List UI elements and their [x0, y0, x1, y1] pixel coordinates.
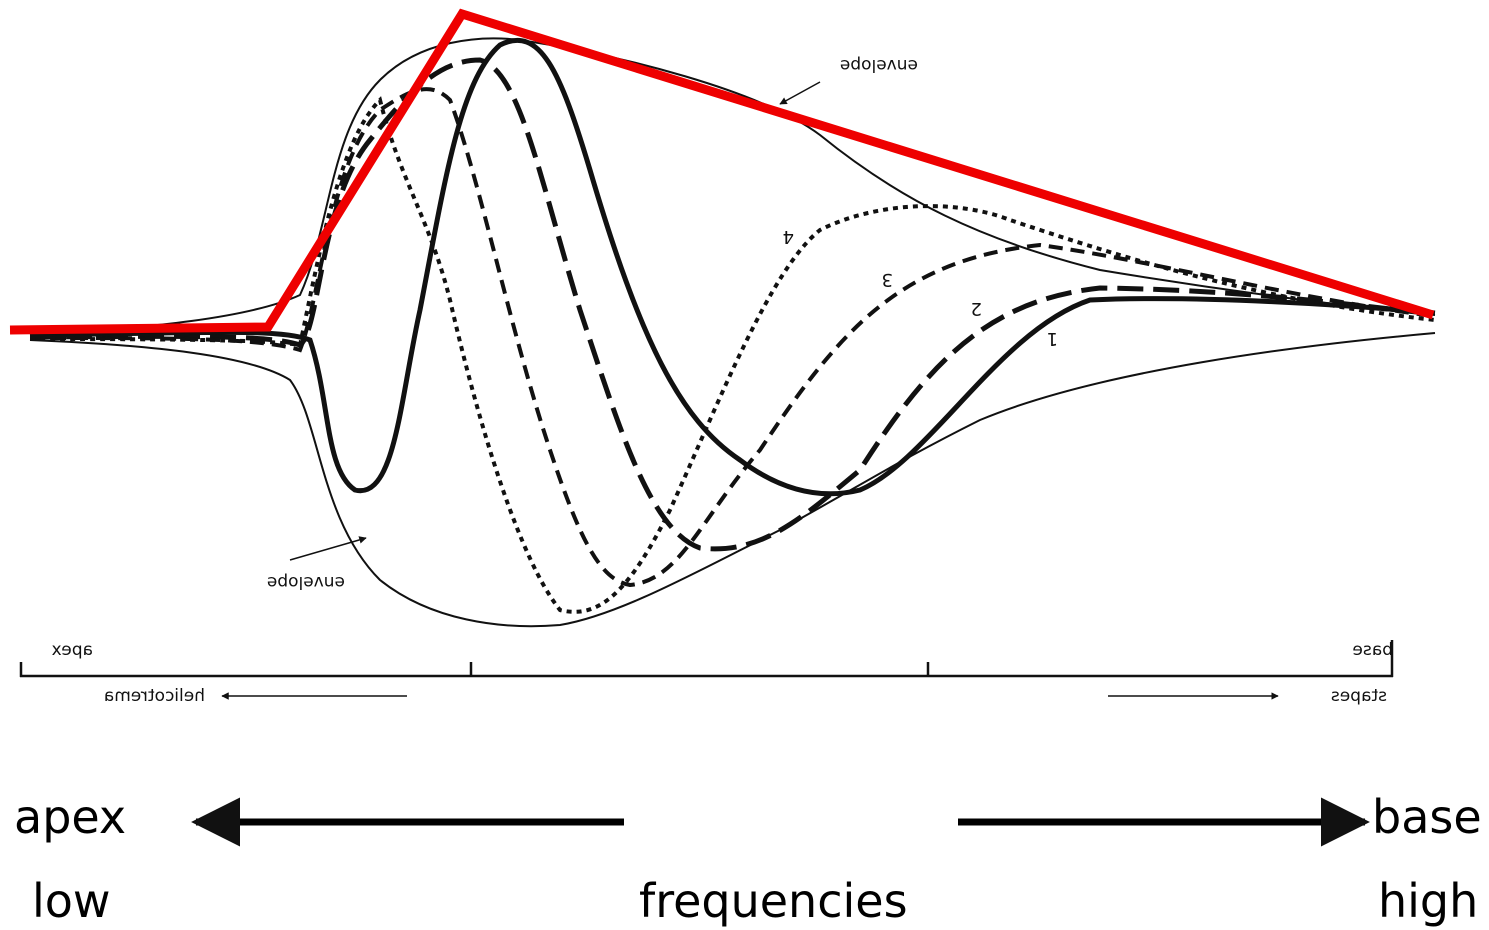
apex-label: apex — [14, 790, 126, 844]
base-small-label: base — [1352, 640, 1393, 660]
envelope-bottom-pointer — [289, 536, 367, 561]
wave-3-number: 3 — [882, 269, 893, 290]
frequencies-label: frequencies — [639, 874, 908, 928]
red-envelope-overlay — [9, 8, 1435, 335]
wave-4-number: 4 — [783, 226, 794, 247]
wave-3 — [29, 87, 1436, 588]
high-label: high — [1378, 874, 1478, 928]
upper-envelope — [29, 37, 1436, 336]
low-label: low — [32, 874, 111, 928]
wave-4 — [29, 96, 1436, 614]
wave-1 — [29, 37, 1436, 497]
position-scale — [19, 640, 1394, 678]
stapes-label: stapes — [1331, 686, 1387, 706]
wave-2 — [29, 57, 1436, 552]
helicotrema-label: helicotrema — [104, 686, 205, 706]
lower-envelope — [29, 332, 1436, 628]
envelope-bottom-label: envelope — [267, 572, 345, 592]
wave-2-number: 2 — [971, 298, 982, 319]
envelope-top-pointer — [779, 81, 821, 105]
envelope-top-label: envelope — [840, 55, 918, 75]
base-label: base — [1372, 790, 1482, 844]
apex-small-label: apex — [52, 640, 93, 660]
wave-1-number: 1 — [1047, 328, 1058, 349]
